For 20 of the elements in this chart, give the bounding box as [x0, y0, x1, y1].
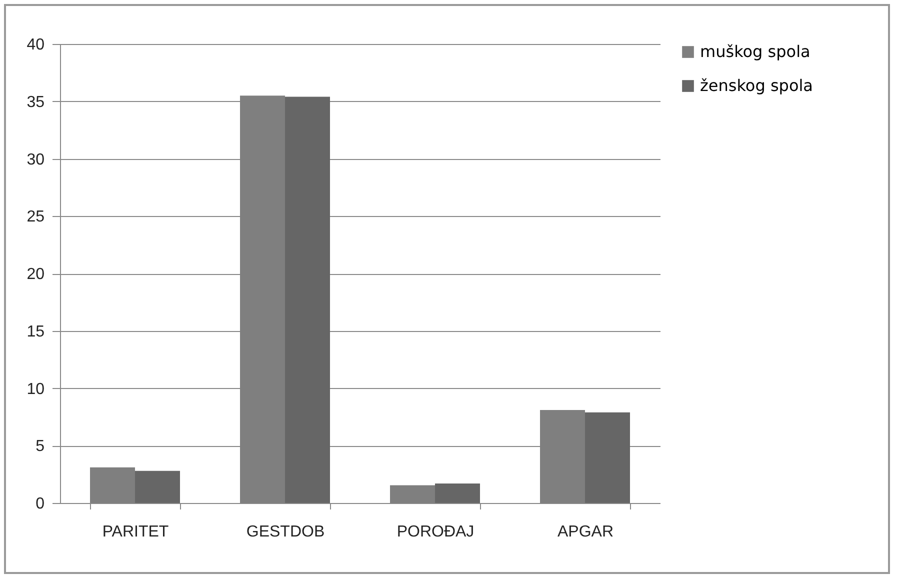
- y-tick-label: 15: [26, 323, 45, 340]
- bar: [435, 483, 480, 503]
- y-tick-label: 5: [36, 438, 45, 456]
- y-tick-label: 10: [26, 380, 45, 398]
- y-tick-label: 35: [26, 94, 45, 111]
- bar: [390, 485, 435, 503]
- y-tick-label: 0: [36, 496, 45, 512]
- y-tick-label: 30: [26, 151, 45, 168]
- bar: [135, 470, 180, 503]
- x-tick-label: POROĐAJ: [396, 524, 474, 540]
- legend-label: ženskog spola: [700, 76, 813, 95]
- x-tick-label: PARITET: [102, 524, 169, 540]
- bar: [285, 96, 330, 503]
- legend-label: muškog spola: [700, 42, 810, 61]
- y-tick-label: 20: [26, 266, 45, 283]
- bar: [585, 412, 630, 503]
- y-tick-label: 40: [26, 36, 45, 54]
- x-tick-label: APGAR: [557, 524, 614, 540]
- y-tick-label: 25: [26, 208, 45, 226]
- x-tick-label: GESTDOB: [246, 524, 325, 540]
